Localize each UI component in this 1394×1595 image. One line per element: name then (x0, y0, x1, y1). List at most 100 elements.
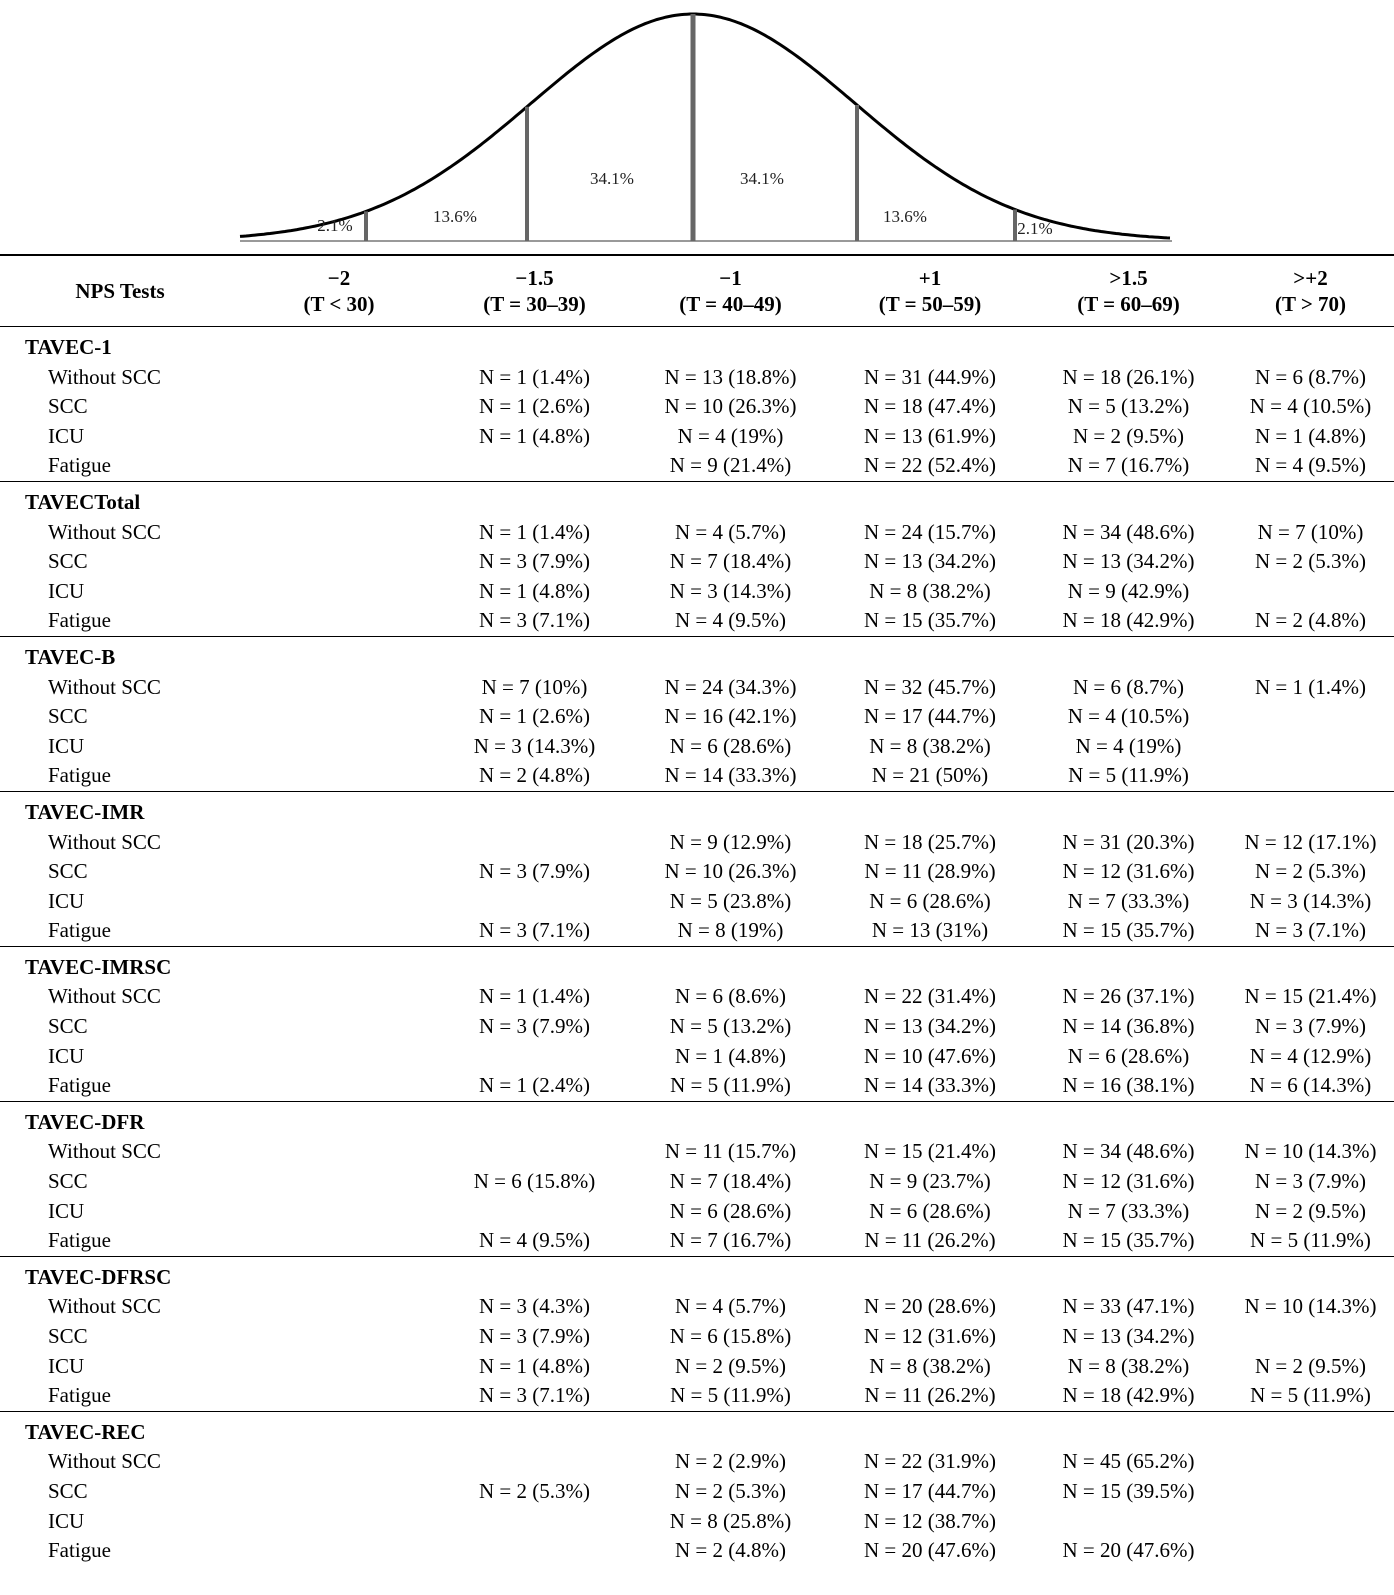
table-row: Without SCC N = 1 (1.4%) N = 13 (18.8%) N =… (0, 363, 1394, 393)
table-cell (240, 1042, 438, 1072)
table-cell: N = 3 (7.9%) (479, 549, 590, 574)
table-cell (438, 887, 631, 917)
table-cell: N = 18 (25.7%) (864, 829, 996, 854)
table-row: ICU N = 6 (28.6%) N = 6 (28.6%) N = 7 (33.3… (0, 1197, 1394, 1227)
test-group-name: TAVEC-B (25, 644, 116, 669)
table-cell: N = 6 (8.7%) (1255, 364, 1366, 389)
table-cell: N = 2 (9.5%) (675, 1353, 786, 1378)
table-cell: N = 4 (9.5%) (675, 608, 786, 633)
table-cell: N = 1 (1.4%) (479, 519, 590, 544)
row-label: Fatigue (48, 1073, 111, 1098)
table-cell: N = 13 (31%) (871, 918, 989, 943)
test-group-row: TAVEC-1 (0, 327, 1394, 363)
table-cell: N = 13 (18.8%) (664, 364, 797, 389)
table-cell: N = 7 (16.7%) (669, 1228, 792, 1253)
table-cell: N = 7 (16.7%) (1067, 453, 1190, 478)
table-cell: N = 13 (34.2%) (864, 549, 996, 574)
test-group-row: TAVEC-IMR (0, 791, 1394, 827)
table-cell: N = 1 (4.8%) (479, 578, 590, 603)
header-line-1: >+2 (1293, 266, 1328, 290)
table-cell: N = 6 (28.6%) (869, 888, 991, 913)
table-cell (1227, 1477, 1394, 1507)
table-cell: N = 45 (65.2%) (1062, 1449, 1195, 1474)
table-cell: N = 9 (42.9%) (1067, 578, 1190, 603)
row-label: ICU (48, 578, 85, 603)
table-cell (1227, 1447, 1394, 1477)
table-cell: N = 34 (48.6%) (1062, 1139, 1195, 1164)
table-row: Fatigue N = 2 (4.8%) N = 14 (33.3%) N = 21 … (0, 761, 1394, 791)
table-cell: N = 12 (31.6%) (1062, 1169, 1195, 1194)
table-cell: N = 3 (14.3%) (1249, 888, 1372, 913)
row-label: Fatigue (48, 918, 111, 943)
table-cell: N = 5 (13.2%) (669, 1014, 792, 1039)
table-cell: N = 16 (38.1%) (1062, 1073, 1195, 1098)
table-cell: N = 20 (47.6%) (1062, 1538, 1195, 1563)
segment-percentage: 34.1% (740, 169, 784, 188)
test-group-row: TAVECTotal (0, 481, 1394, 517)
table-cell: N = 8 (25.8%) (669, 1508, 792, 1533)
table-cell (240, 982, 438, 1012)
header-line-1: >1.5 (1109, 266, 1148, 290)
table-cell: N = 20 (47.6%) (864, 1538, 996, 1563)
table-cell: N = 15 (35.7%) (1062, 1228, 1195, 1253)
table-cell: N = 10 (26.3%) (664, 859, 797, 884)
segment-percentage: 34.1% (590, 169, 634, 188)
row-label: Without SCC (48, 1294, 161, 1319)
table-cell: N = 31 (44.9%) (864, 364, 996, 389)
table-cell (438, 1197, 631, 1227)
table-cell: N = 15 (39.5%) (1062, 1478, 1195, 1503)
table-cell: N = 26 (37.1%) (1062, 984, 1195, 1009)
table-cell: N = 11 (15.7%) (664, 1139, 797, 1164)
table-cell: N = 3 (7.9%) (479, 859, 590, 884)
table-cell (240, 761, 438, 791)
table-cell (240, 887, 438, 917)
table-cell: N = 22 (31.9%) (864, 1449, 996, 1474)
table-cell: N = 2 (4.8%) (479, 763, 590, 788)
table-cell: N = 4 (19%) (677, 423, 784, 448)
test-group-name: TAVECTotal (25, 489, 141, 514)
header-line-1: −1.5 (515, 266, 554, 290)
table-cell: N = 7 (10%) (1257, 519, 1364, 544)
table-row: SCC N = 3 (7.9%) N = 6 (15.8%) N = 12 (31.6… (0, 1322, 1394, 1352)
table-cell: N = 2 (9.5%) (1073, 423, 1184, 448)
table-row: ICU N = 1 (4.8%) N = 3 (14.3%) N = 8 (38.2%… (0, 577, 1394, 607)
row-label: SCC (48, 859, 88, 884)
table-cell: N = 2 (9.5%) (1255, 1198, 1366, 1223)
table-cell: N = 14 (33.3%) (864, 1073, 996, 1098)
test-group-name: TAVEC-DFRSC (25, 1264, 172, 1289)
table-cell: N = 12 (38.7%) (864, 1508, 996, 1533)
table-cell: N = 3 (7.9%) (1255, 1014, 1366, 1039)
table-cell (240, 606, 438, 636)
table-cell (240, 828, 438, 858)
row-label: ICU (48, 423, 85, 448)
row-label: Fatigue (48, 1383, 111, 1408)
table-cell: N = 14 (33.3%) (664, 763, 797, 788)
table-cell (240, 1292, 438, 1322)
table-cell: N = 14 (36.8%) (1062, 1014, 1195, 1039)
table-cell (240, 1012, 438, 1042)
table-cell: N = 3 (7.1%) (479, 918, 590, 943)
table-cell (1227, 1507, 1394, 1537)
table-row: ICU N = 1 (4.8%) N = 2 (9.5%) N = 8 (38.2%)… (0, 1352, 1394, 1382)
table-cell: N = 5 (11.9%) (1250, 1228, 1371, 1253)
table-cell: N = 4 (10.5%) (1067, 704, 1190, 729)
table-cell: N = 8 (19%) (677, 918, 784, 943)
table-header: NPS Tests −2 (T < 30) −1.5 (T = 30–39) −1 (T =… (0, 255, 1394, 327)
row-label: Without SCC (48, 519, 161, 544)
table-cell (438, 1137, 631, 1167)
table-cell (240, 1071, 438, 1101)
table-cell: N = 1 (4.8%) (1255, 423, 1366, 448)
table-cell: N = 22 (31.4%) (864, 984, 996, 1009)
table-row: Without SCC N = 9 (12.9%) N = 18 (25.7%) N … (0, 828, 1394, 858)
test-group-name: TAVEC-REC (25, 1419, 146, 1444)
table-cell (240, 702, 438, 732)
row-label: ICU (48, 1198, 85, 1223)
table-cell (1030, 1507, 1227, 1537)
table-cell: N = 34 (48.6%) (1062, 519, 1195, 544)
table-cell: N = 13 (34.2%) (1062, 549, 1195, 574)
header-score-range: >1.5 (T = 60–69) (1030, 255, 1227, 327)
table-cell (240, 1381, 438, 1411)
row-label: SCC (48, 1324, 88, 1348)
table-cell: N = 7 (33.3%) (1067, 888, 1190, 913)
table-cell (240, 363, 438, 393)
